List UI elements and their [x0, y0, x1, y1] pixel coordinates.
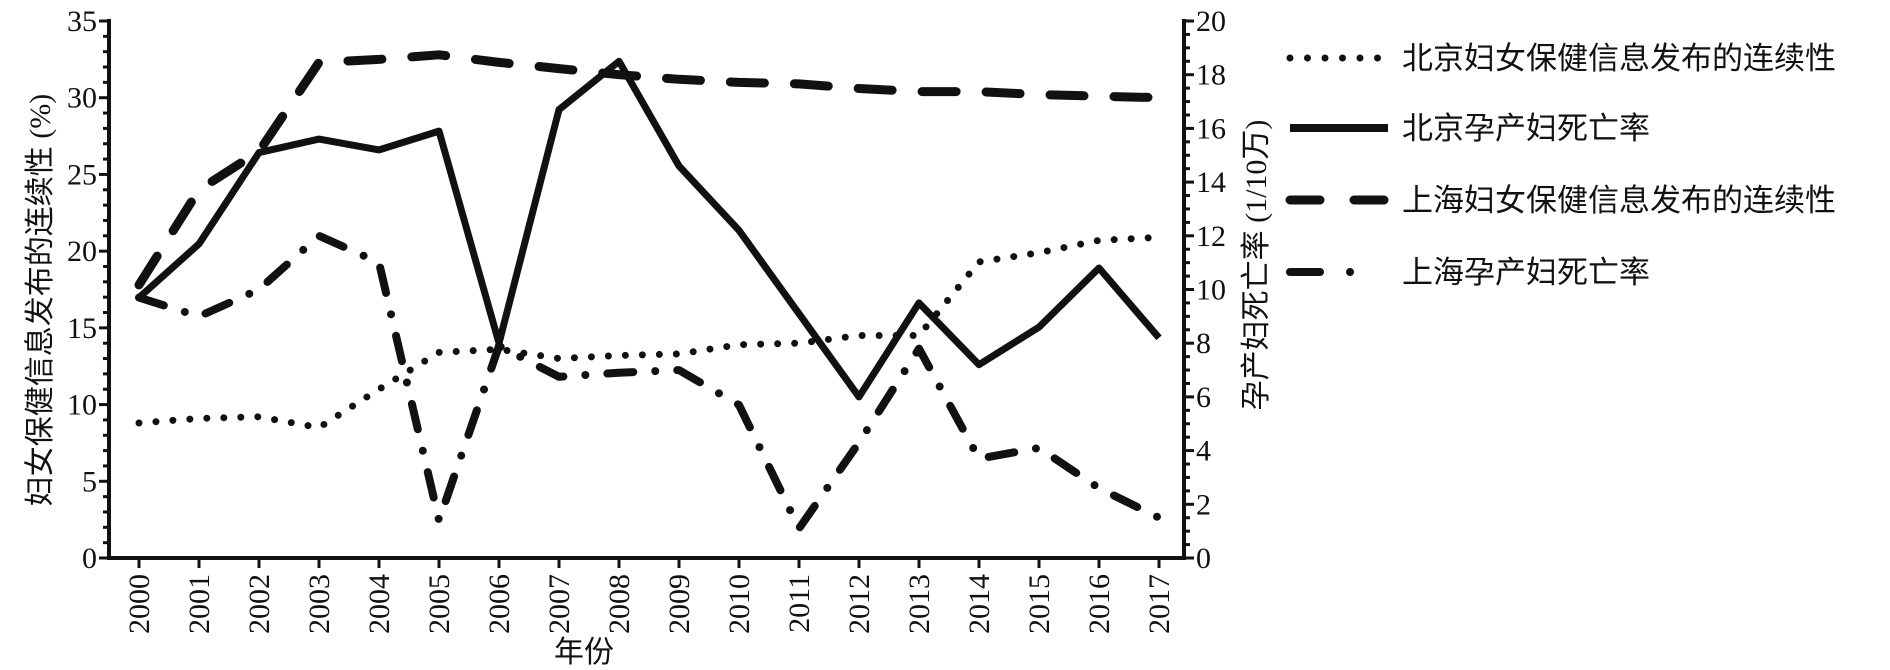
y-left-tick-label: 35	[67, 5, 97, 38]
legend-label-3: 上海妇女保健信息发布的连续性	[1402, 183, 1836, 218]
legend: 北京妇女保健信息发布的连续性北京孕产妇死亡率上海妇女保健信息发布的连续性上海孕产…	[1290, 41, 1836, 290]
x-tick-label: 2009	[663, 574, 696, 634]
y-axis-right-label: 孕产妇死亡率 (1/10万)	[1240, 120, 1273, 411]
x-tick-label: 2005	[423, 574, 456, 634]
x-tick-label: 2004	[363, 574, 396, 634]
legend-label-1: 北京妇女保健信息发布的连续性	[1402, 41, 1836, 76]
y-left-tick-label: 25	[67, 158, 97, 191]
y-axis-left-label: 妇女保健信息发布的连续性 (%)	[24, 94, 57, 506]
x-tick-label: 2000	[123, 574, 156, 634]
series-line-3	[139, 55, 1159, 285]
x-tick-label: 2014	[963, 574, 996, 634]
y-right-tick-label: 16	[1196, 112, 1226, 145]
y-left-tick-label: 5	[82, 465, 97, 498]
y-right-tick-label: 4	[1196, 435, 1211, 468]
legend-label-4: 上海孕产妇死亡率	[1402, 255, 1650, 290]
x-axis-label: 年份	[554, 636, 614, 665]
y-left-tick-label: 15	[67, 312, 97, 345]
y-right-tick-label: 8	[1196, 327, 1211, 360]
x-tick-label: 2007	[543, 574, 576, 634]
x-tick-label: 2003	[303, 574, 336, 634]
y-right-tick-label: 0	[1196, 542, 1211, 575]
series-line-4	[139, 236, 1159, 529]
y-left-tick-label: 30	[67, 82, 97, 115]
y-right-tick-label: 12	[1196, 220, 1226, 253]
series-line-1	[139, 237, 1159, 427]
x-tick-label: 2006	[483, 574, 516, 634]
y-right-tick-label: 18	[1196, 59, 1226, 92]
x-tick-label: 2017	[1143, 574, 1176, 634]
x-tick-label: 2015	[1023, 574, 1056, 634]
x-tick-label: 2012	[843, 574, 876, 634]
x-tick-label: 2001	[183, 574, 216, 634]
series-lines	[139, 55, 1159, 529]
y-right-tick-label: 6	[1196, 381, 1211, 414]
y-left-tick-label: 20	[67, 235, 97, 268]
legend-label-2: 北京孕产妇死亡率	[1402, 111, 1650, 146]
y-right-tick-label: 10	[1196, 274, 1226, 307]
y-left-tick-label: 0	[82, 542, 97, 575]
x-tick-label: 2010	[723, 574, 756, 634]
y-right-tick-label: 20	[1196, 5, 1226, 38]
x-tick-label: 2002	[243, 574, 276, 634]
y-right-tick-label: 14	[1196, 166, 1226, 199]
y-left-tick-label: 10	[67, 389, 97, 422]
x-tick-label: 2016	[1083, 574, 1116, 634]
x-tick-label: 2011	[783, 574, 816, 633]
y-right-tick-label: 2	[1196, 488, 1211, 521]
series-line-2	[139, 61, 1159, 397]
x-tick-label: 2008	[603, 574, 636, 634]
x-tick-label: 2013	[903, 574, 936, 634]
